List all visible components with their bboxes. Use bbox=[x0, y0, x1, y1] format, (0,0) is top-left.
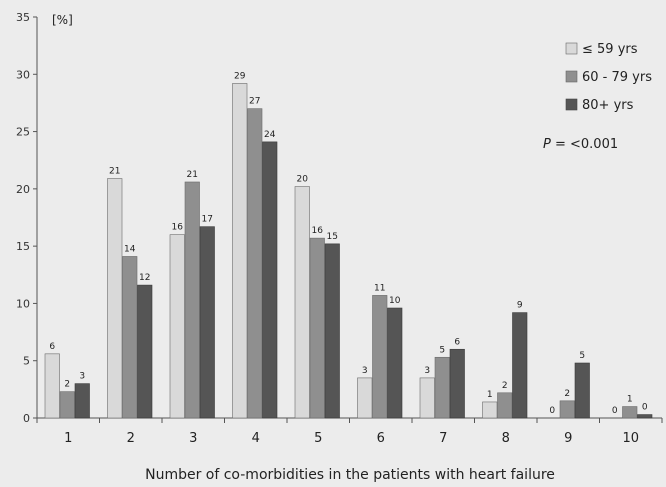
data-label-series-3: 10 bbox=[389, 296, 401, 306]
bar-series-1 bbox=[169, 234, 185, 419]
data-label-series-3: 17 bbox=[202, 215, 213, 225]
bar-series-2 bbox=[559, 400, 575, 419]
legend-swatch-series-2 bbox=[565, 70, 578, 83]
y-tick-label: 0 bbox=[23, 412, 30, 425]
bar-series-3 bbox=[324, 243, 340, 419]
data-label-series-1: 6 bbox=[49, 342, 55, 352]
y-tick-label: 30 bbox=[16, 68, 30, 81]
x-category-label: 3 bbox=[189, 431, 197, 446]
data-label-series-1: 20 bbox=[297, 175, 309, 185]
data-label-series-1: 21 bbox=[109, 167, 120, 177]
data-label-series-3: 12 bbox=[139, 273, 150, 283]
bar-series-2 bbox=[497, 392, 513, 419]
bar-series-1 bbox=[107, 178, 123, 419]
x-category-label: 7 bbox=[439, 431, 447, 446]
x-category-label: 9 bbox=[564, 431, 572, 446]
p-value-annotation: P = <0.001 bbox=[543, 137, 618, 152]
bar-series-2 bbox=[434, 356, 450, 419]
legend: ≤ 59 yrs 60 - 79 yrs 80+ yrs bbox=[565, 42, 652, 113]
data-label-series-1: 16 bbox=[172, 223, 184, 233]
data-label-series-2: 2 bbox=[502, 381, 508, 391]
data-label-series-2: 27 bbox=[249, 97, 260, 107]
y-axis-unit: [%] bbox=[52, 13, 73, 27]
bars bbox=[44, 83, 653, 419]
bar-series-3 bbox=[387, 307, 403, 419]
bar-series-1 bbox=[294, 186, 310, 419]
bar-series-1 bbox=[44, 353, 60, 419]
data-label-series-2: 14 bbox=[124, 244, 136, 254]
bar-series-1 bbox=[357, 377, 373, 419]
data-label-series-1: 3 bbox=[362, 366, 368, 376]
p-value-text: = <0.001 bbox=[551, 137, 618, 152]
x-category-label: 4 bbox=[252, 431, 260, 446]
data-label-series-2: 5 bbox=[439, 345, 445, 355]
data-label-series-3: 3 bbox=[79, 372, 85, 382]
data-label-series-3: 6 bbox=[454, 337, 460, 347]
bar-series-2 bbox=[122, 256, 138, 419]
data-label-series-2: 16 bbox=[312, 226, 324, 236]
data-label-series-2: 21 bbox=[187, 170, 198, 180]
legend-swatch-series-3 bbox=[565, 98, 578, 111]
x-category-label: 5 bbox=[314, 431, 322, 446]
bar-series-1 bbox=[419, 377, 435, 419]
data-label-series-1: 0 bbox=[549, 406, 555, 416]
data-label-series-1: 1 bbox=[487, 390, 493, 400]
bar-series-2 bbox=[622, 406, 638, 419]
legend-label-series-1: ≤ 59 yrs bbox=[582, 42, 638, 57]
data-label-series-3: 9 bbox=[517, 301, 523, 311]
bar-series-3 bbox=[449, 348, 465, 419]
y-tick-label: 15 bbox=[16, 240, 30, 253]
legend-label-series-3: 80+ yrs bbox=[582, 98, 634, 113]
data-label-series-3: 0 bbox=[642, 403, 648, 413]
legend-label-series-2: 60 - 79 yrs bbox=[582, 70, 652, 85]
data-label-series-2: 1 bbox=[627, 395, 633, 405]
data-label-series-2: 2 bbox=[64, 380, 70, 390]
data-label-series-1: 3 bbox=[424, 366, 430, 376]
bar-series-2 bbox=[372, 295, 388, 419]
bar-series-3 bbox=[637, 414, 653, 419]
bar-series-2 bbox=[247, 108, 263, 419]
x-category-label: 2 bbox=[127, 431, 135, 446]
data-label-series-3: 5 bbox=[579, 351, 585, 361]
bar-series-2 bbox=[184, 181, 200, 419]
data-label-series-2: 2 bbox=[564, 389, 570, 399]
bar-series-3 bbox=[137, 284, 153, 419]
bar-series-2 bbox=[309, 237, 325, 419]
y-tick-label: 5 bbox=[23, 355, 30, 368]
bar-series-3 bbox=[262, 141, 278, 419]
data-label-series-1: 0 bbox=[612, 406, 618, 416]
y-tick-label: 35 bbox=[16, 11, 30, 24]
bar-series-1 bbox=[232, 83, 248, 419]
y-tick-label: 25 bbox=[16, 126, 30, 139]
bar-series-3 bbox=[199, 226, 215, 419]
p-symbol: P bbox=[543, 137, 551, 152]
bar-series-3 bbox=[512, 312, 528, 419]
data-label-series-1: 29 bbox=[234, 71, 246, 81]
y-tick-label: 20 bbox=[16, 183, 30, 196]
bar-series-1 bbox=[482, 401, 498, 419]
y-tick-label: 10 bbox=[16, 297, 30, 310]
x-axis-label: Number of co-morbidities in the patients… bbox=[145, 467, 555, 483]
bar-series-3 bbox=[574, 362, 590, 419]
bar-series-2 bbox=[59, 391, 75, 419]
x-category-label: 1 bbox=[64, 431, 72, 446]
x-category-label: 10 bbox=[622, 431, 639, 446]
legend-swatch-series-1 bbox=[565, 42, 578, 55]
data-label-series-3: 24 bbox=[264, 130, 276, 140]
x-category-label: 6 bbox=[377, 431, 385, 446]
bar-series-3 bbox=[74, 383, 90, 419]
data-label-series-3: 15 bbox=[327, 232, 338, 242]
x-category-label: 8 bbox=[502, 431, 510, 446]
data-label-series-2: 11 bbox=[374, 283, 385, 293]
